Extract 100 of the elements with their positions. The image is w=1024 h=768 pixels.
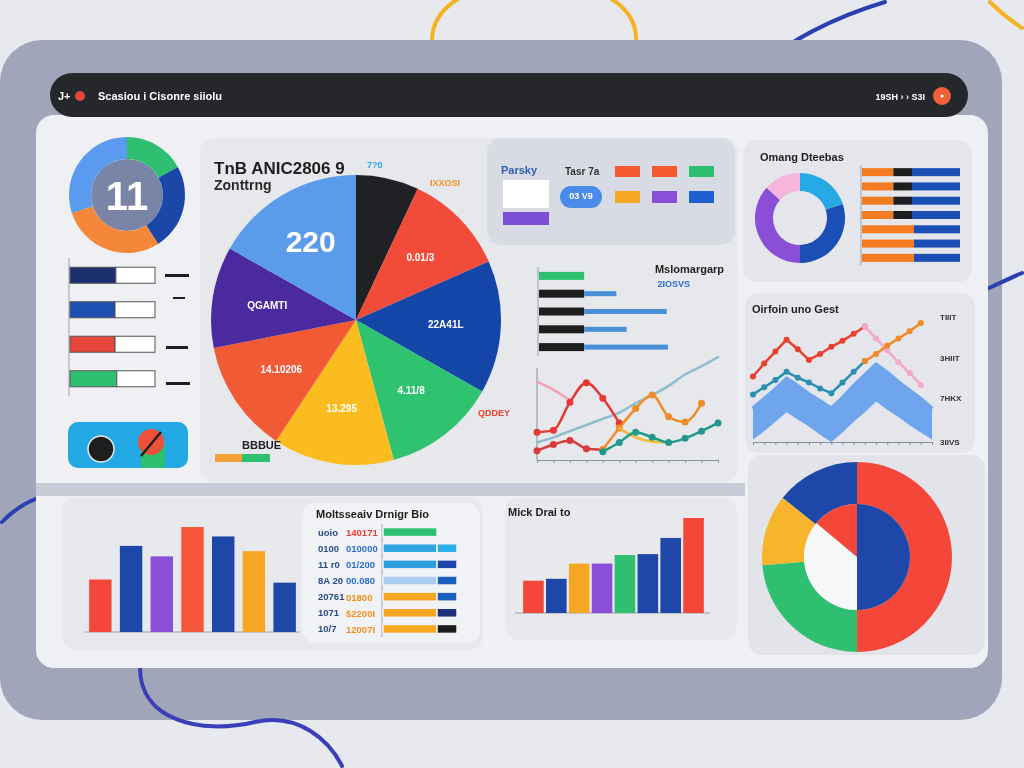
donut-slice [127, 137, 178, 178]
bar [911, 168, 960, 177]
point [794, 346, 801, 353]
text: 2IOSVS [657, 279, 690, 289]
bar [584, 326, 627, 332]
point [761, 384, 768, 391]
point [873, 350, 880, 357]
point [805, 356, 812, 363]
pie-slice [213, 320, 356, 441]
text: IXXOSI [430, 178, 461, 188]
point [783, 368, 790, 375]
bar [862, 211, 894, 219]
bar [893, 182, 912, 191]
point [839, 337, 846, 344]
y-tick-label: 8A 20 [318, 575, 343, 586]
point [599, 394, 607, 402]
bar [273, 582, 296, 632]
slice-label: 13.295 [326, 403, 358, 415]
point [533, 447, 541, 455]
point [549, 441, 557, 449]
bar [637, 554, 659, 613]
point [533, 428, 541, 436]
y-tick-label: 0100 [318, 542, 340, 554]
point [750, 391, 756, 398]
slice-label: 0.01/3 [406, 251, 435, 263]
y-tick-label: 1071 [318, 607, 340, 619]
text: 00.080 [346, 574, 376, 586]
point [895, 359, 902, 366]
point [917, 320, 924, 326]
text: QDDEY [478, 408, 511, 418]
chart-title: Mslomargarp [654, 263, 725, 275]
bar [911, 196, 960, 205]
point [632, 405, 640, 412]
text: 12007I [346, 623, 376, 635]
bar [893, 196, 912, 205]
text: 01800 [346, 591, 373, 603]
text: 3HIIT [940, 354, 960, 363]
bar [913, 225, 960, 234]
point [917, 381, 924, 388]
point [582, 379, 590, 387]
y-tick-label: uoio [318, 526, 339, 538]
text: 3IIVS [940, 438, 961, 447]
text: TIIIT [940, 313, 957, 322]
bar [523, 580, 544, 613]
slice-label: QGAMTI [247, 299, 288, 311]
text: 7?0 [367, 160, 383, 170]
point [665, 413, 673, 421]
point [681, 434, 689, 442]
y-tick-label: 11 r0 [318, 558, 340, 570]
slice-label: 4.11/8 [397, 385, 426, 397]
bar [893, 211, 912, 219]
chart-title: Moltsseaiv Drnigr Bio [316, 508, 430, 520]
donut-slice [766, 173, 800, 200]
bar [862, 225, 914, 234]
bar [119, 545, 143, 632]
bar [862, 253, 914, 262]
bar [862, 168, 894, 177]
point [714, 419, 722, 427]
donut-slice [800, 173, 843, 210]
text: J+ [58, 90, 71, 102]
bar [862, 182, 894, 191]
bar [584, 344, 668, 350]
text: 010000 [346, 542, 378, 554]
point [906, 369, 913, 376]
bar [539, 343, 585, 352]
bar [539, 289, 585, 298]
point [895, 335, 902, 342]
bar [660, 537, 681, 613]
point [772, 348, 779, 355]
chart-title: Omang Dteebas [760, 151, 844, 163]
text: Parsky [501, 164, 538, 176]
slice-label: 220 [285, 225, 336, 259]
bar [546, 578, 567, 613]
bar [591, 563, 613, 613]
bar [181, 527, 204, 632]
text: Tasr 7a [565, 166, 600, 177]
bar [911, 182, 960, 191]
chart-subtitle: Zonttrng [214, 177, 272, 193]
slice-label: 22A41L [428, 318, 464, 330]
donut-slice [800, 204, 845, 263]
bar [893, 168, 912, 177]
bar [913, 253, 960, 262]
point [884, 342, 891, 349]
bar [539, 325, 585, 334]
point [698, 399, 706, 407]
point [648, 433, 656, 441]
bar [539, 271, 585, 280]
point [698, 427, 706, 435]
point [648, 391, 656, 399]
point [783, 336, 790, 343]
point [794, 374, 801, 381]
bar [683, 518, 704, 613]
slice-label: 14.10206 [260, 364, 303, 376]
text: 01/200 [346, 558, 376, 570]
point [805, 379, 812, 386]
bar [539, 307, 585, 316]
point [817, 350, 824, 357]
text: 03 V9 [569, 191, 593, 201]
chart-title: TnB ANIC2806 9 [214, 159, 345, 178]
bar [862, 196, 894, 205]
